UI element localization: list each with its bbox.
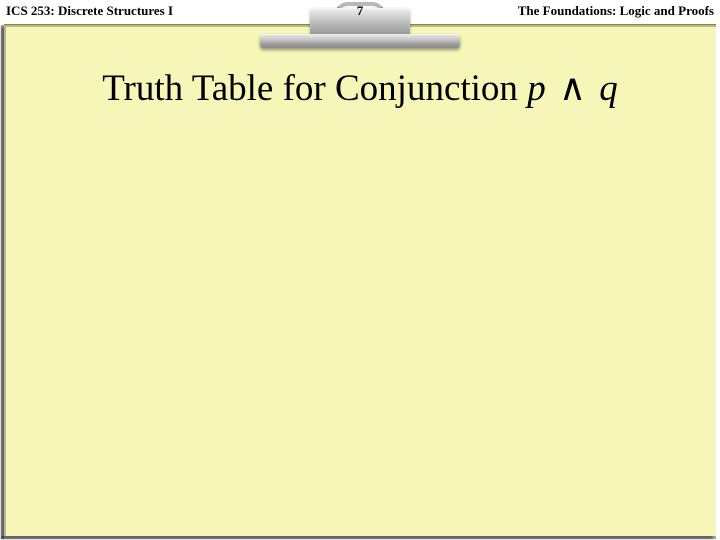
title-text: Truth Table for Conjunction bbox=[102, 68, 527, 109]
variable-p: p bbox=[527, 68, 546, 109]
course-label: ICS 253: Discrete Structures I bbox=[6, 3, 360, 19]
slide-title: Truth Table for Conjunction p ∧ q bbox=[0, 66, 720, 110]
page-number: 7 bbox=[357, 3, 364, 19]
chapter-label: The Foundations: Logic and Proofs bbox=[360, 3, 714, 19]
variable-q: q bbox=[599, 68, 618, 109]
conjunction-symbol: ∧ bbox=[555, 66, 590, 110]
